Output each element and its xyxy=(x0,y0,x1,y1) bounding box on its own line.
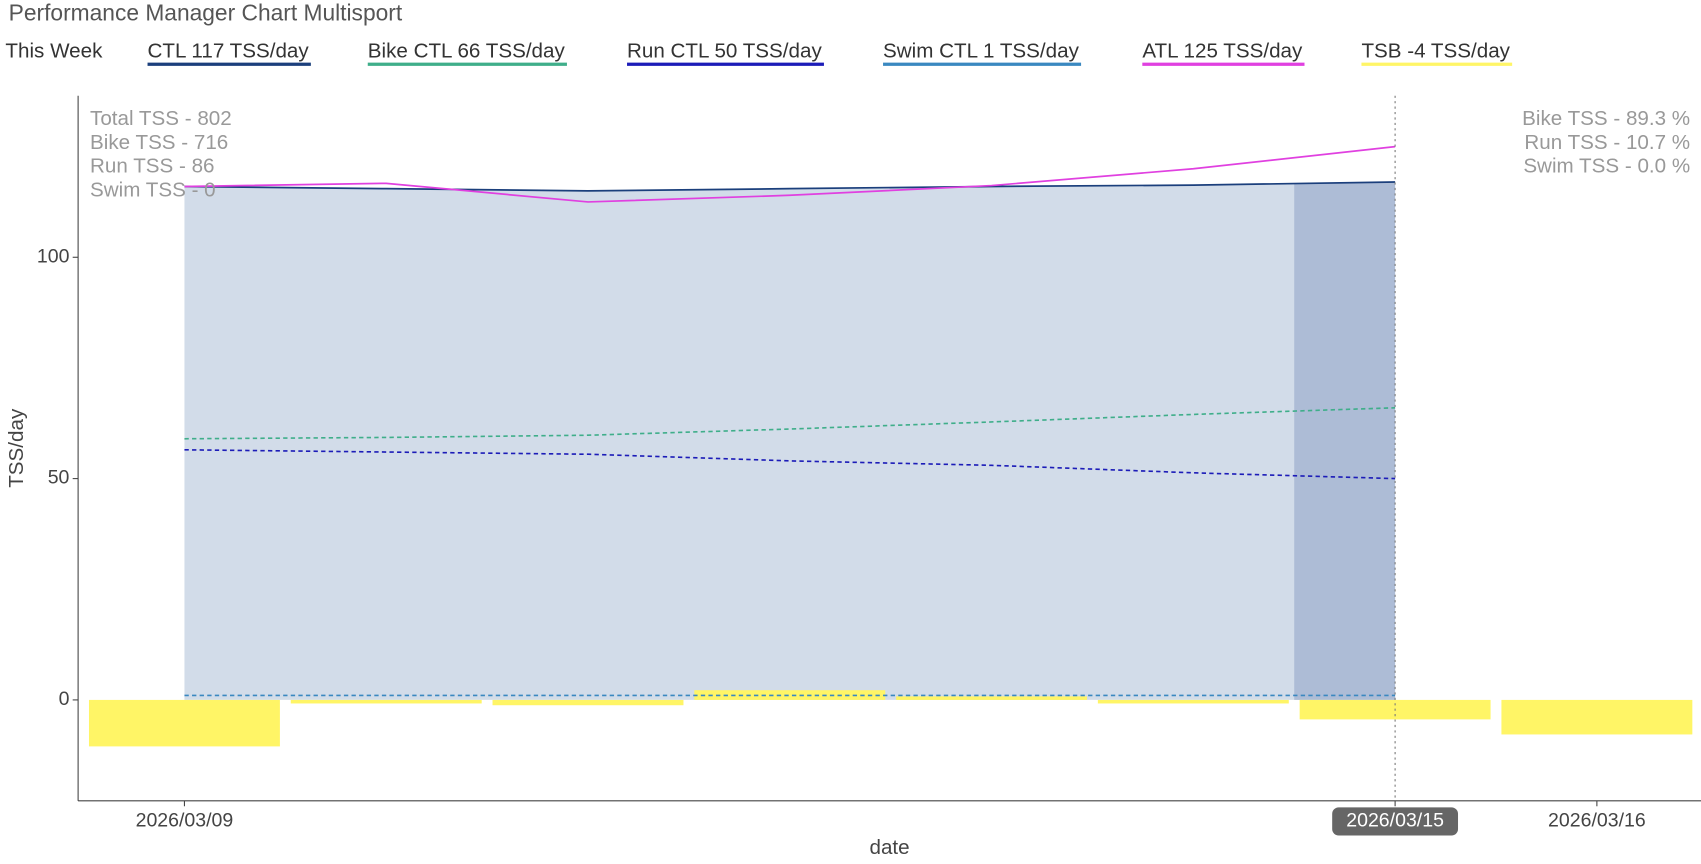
annotation: Total TSS - 802 xyxy=(90,107,232,130)
tsb-bar xyxy=(492,699,684,706)
x-tick-label: 2026/03/16 xyxy=(1548,810,1646,832)
annotation: Bike TSS - 89.3 % xyxy=(1522,107,1690,130)
x-tick-label: 2026/03/15 xyxy=(1346,810,1444,832)
tsb-bar xyxy=(694,690,886,700)
legend-label: Run CTL 50 TSS/day xyxy=(627,40,822,63)
x-tick-label: 2026/03/09 xyxy=(136,810,234,832)
legend-label: Swim CTL 1 TSS/day xyxy=(883,40,1080,63)
annotation: Bike TSS - 716 xyxy=(90,131,228,154)
y-tick-label: 0 xyxy=(59,688,70,710)
series-line xyxy=(184,145,1396,203)
chart-title: Performance Manager Chart Multisport xyxy=(9,0,403,25)
x-highlight-box xyxy=(1332,807,1459,836)
legend-label: Bike CTL 66 TSS/day xyxy=(368,40,566,63)
x-axis-label: date xyxy=(869,836,909,859)
tsb-bar xyxy=(290,699,482,704)
legend-heading: This Week xyxy=(5,40,103,63)
tsb-bar xyxy=(896,696,1088,700)
annotation: Swim TSS - 0 xyxy=(90,179,216,202)
legend-label: TSB -4 TSS/day xyxy=(1361,40,1510,63)
y-tick-label: 100 xyxy=(37,245,70,267)
annotation: Swim TSS - 0.0 % xyxy=(1523,155,1690,178)
week-highlight xyxy=(1294,182,1396,700)
tsb-bar xyxy=(1097,699,1289,704)
legend-label: CTL 117 TSS/day xyxy=(148,40,310,63)
ctl-area xyxy=(184,182,1396,700)
series-line xyxy=(184,181,1396,192)
y-axis-label: TSS/day xyxy=(5,408,28,488)
tsb-bar xyxy=(1501,699,1693,735)
tsb-bar xyxy=(88,699,280,747)
annotation: Run TSS - 10.7 % xyxy=(1524,131,1690,154)
annotation: Run TSS - 86 xyxy=(90,155,214,178)
legend-label: ATL 125 TSS/day xyxy=(1142,40,1303,63)
y-tick-label: 50 xyxy=(48,467,70,489)
